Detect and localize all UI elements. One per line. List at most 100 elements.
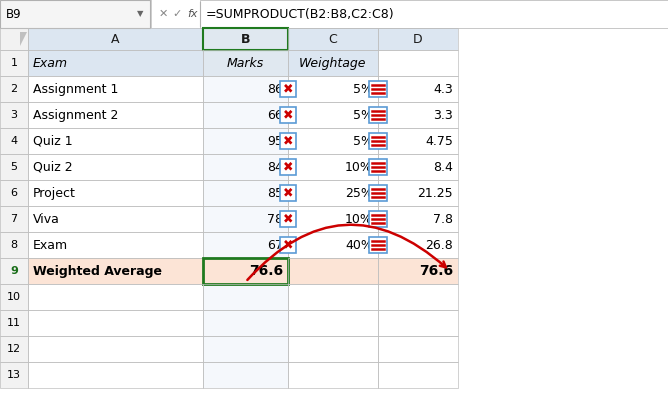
Bar [0,258,28,284]
Bar [28,28,203,50]
Bar [0,0,150,28]
Bar [203,336,288,362]
Bar [28,128,203,154]
Text: ✓: ✓ [172,9,182,19]
Bar [203,28,288,50]
Bar [203,28,288,50]
Bar [0,206,28,232]
Text: B: B [240,32,250,45]
Bar [150,0,152,28]
Bar [203,310,288,336]
Bar [203,232,288,258]
Bar [203,180,288,206]
Bar [280,133,296,149]
Bar [378,206,458,232]
Bar [203,76,288,102]
Bar [28,206,203,232]
Bar [378,128,458,154]
Bar [0,0,150,28]
Text: Project: Project [33,186,76,199]
Bar [280,107,296,123]
Text: 5: 5 [11,162,17,172]
Bar [378,362,458,388]
Bar [288,102,378,128]
Text: 25%: 25% [345,186,373,199]
Bar [288,336,378,362]
Text: Weightage: Weightage [299,57,367,69]
Bar [28,102,203,128]
Text: ✖: ✖ [283,186,293,199]
Bar [0,258,28,284]
Bar [378,206,458,232]
Bar [28,50,203,76]
Bar [28,128,203,154]
Text: Assignment 1: Assignment 1 [33,82,118,95]
Bar [203,102,288,128]
Bar [288,128,378,154]
Bar [288,50,378,76]
Text: 78: 78 [267,213,283,226]
Bar [0,28,28,50]
Bar [203,50,288,76]
Bar [28,180,203,206]
Bar [288,180,378,206]
Bar [203,258,288,284]
Text: 8: 8 [11,240,17,250]
Text: 9: 9 [10,266,18,276]
Text: 1: 1 [11,58,17,68]
Bar [0,232,28,258]
Bar [150,0,152,28]
Bar [0,76,28,102]
Text: ✖: ✖ [283,108,293,121]
Bar [28,154,203,180]
Bar [288,76,378,102]
Bar [378,50,458,76]
Bar [0,310,28,336]
Bar [288,180,378,206]
Text: 6: 6 [11,188,17,198]
Bar [203,232,288,258]
Bar [28,232,203,258]
Bar [288,28,378,50]
Bar [0,128,28,154]
Bar [203,128,288,154]
Bar [0,284,28,310]
Text: 84: 84 [267,160,283,173]
Bar [369,185,387,201]
Text: 76.6: 76.6 [419,264,453,278]
Bar [288,128,378,154]
Text: 26.8: 26.8 [426,239,453,252]
Text: Exam: Exam [33,239,68,252]
Bar [288,310,378,336]
Bar [378,232,458,258]
Bar [0,154,28,180]
Bar [0,102,28,128]
Bar [0,284,28,310]
Text: C: C [329,32,337,45]
Bar [0,76,28,102]
Bar [28,258,203,284]
Bar [203,206,288,232]
Bar [28,154,203,180]
Bar [280,159,296,175]
Bar [288,206,378,232]
Text: Assignment 2: Assignment 2 [33,108,118,121]
Bar [369,133,387,149]
Bar [203,128,288,154]
Text: 10: 10 [7,292,21,302]
Bar [378,258,458,284]
Text: D: D [413,32,423,45]
Bar [200,0,668,28]
Bar [0,362,28,388]
Bar [28,362,203,388]
Bar [203,284,288,310]
Bar [28,206,203,232]
Bar [28,180,203,206]
Bar [288,232,378,258]
Bar [378,102,458,128]
Text: 76.6: 76.6 [249,264,283,278]
Text: 66: 66 [267,108,283,121]
Bar [369,211,387,227]
Text: 85: 85 [267,186,283,199]
Text: =SUMPRODUCT(B2:B8,C2:C8): =SUMPRODUCT(B2:B8,C2:C8) [206,8,395,21]
